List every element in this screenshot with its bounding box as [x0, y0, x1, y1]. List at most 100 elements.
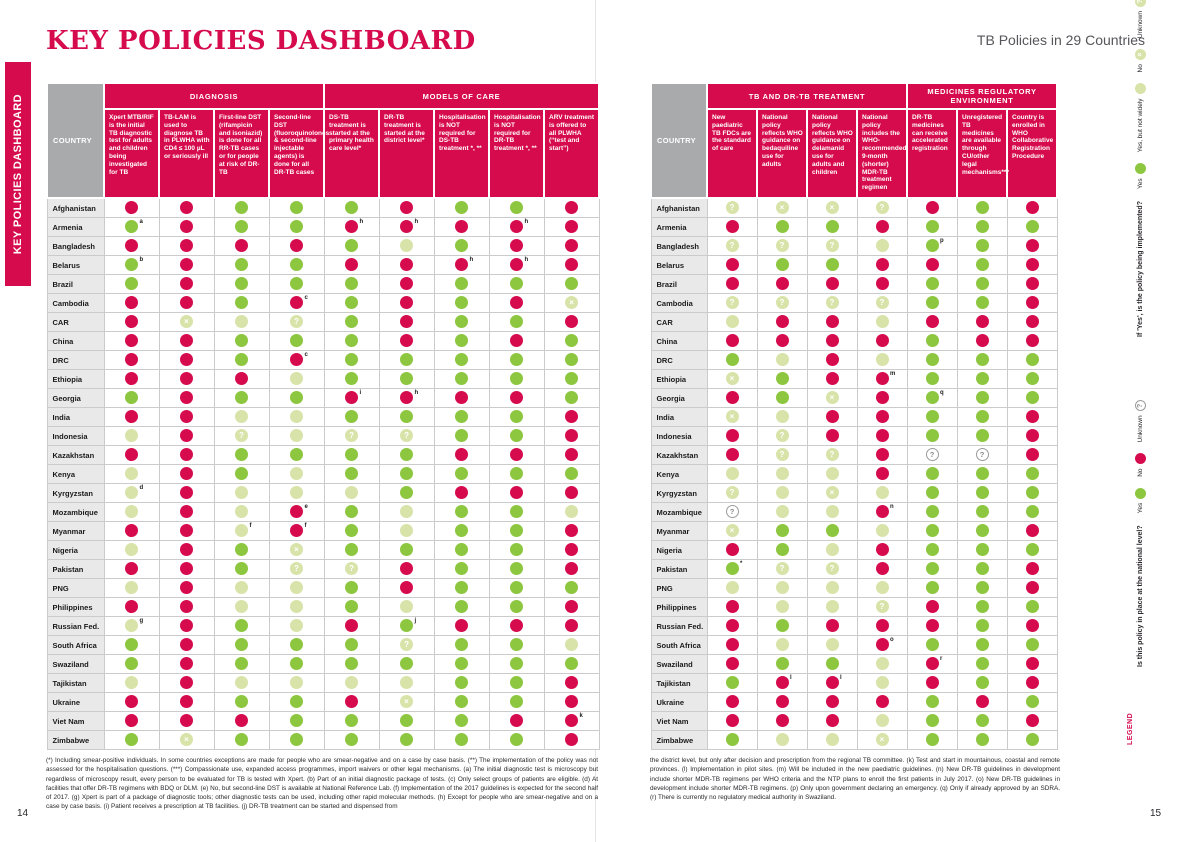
- dot-no: [345, 220, 359, 234]
- dot-no: [180, 277, 193, 291]
- policy-column-header: DS-TB treatment is started at the primar…: [323, 108, 381, 199]
- dot-yes: [1025, 695, 1039, 709]
- dot-no: [125, 296, 138, 310]
- country-label: Russian Fed.: [46, 616, 105, 636]
- dot-no: [875, 258, 889, 272]
- policy-cell: [268, 217, 325, 237]
- policy-cell: [488, 274, 545, 294]
- dot-yes: [400, 410, 414, 424]
- dot-no: [565, 562, 579, 576]
- country-label: Belarus: [46, 255, 105, 275]
- policy-cell: [433, 426, 490, 446]
- policy-cell: [956, 293, 1008, 313]
- policy-cell: [956, 616, 1008, 636]
- policy-cell: [543, 445, 600, 465]
- policy-cell: [856, 616, 908, 636]
- legend-item-label: Yes: [1136, 178, 1144, 190]
- dot-glyph: ?: [404, 430, 409, 440]
- dot-yes: [455, 277, 469, 291]
- policy-cell: [1006, 654, 1058, 674]
- dot-yes: [235, 296, 248, 310]
- policy-cell: [956, 673, 1008, 693]
- dot-yes: [455, 695, 469, 709]
- country-label: PNG: [46, 578, 105, 598]
- policy-cell: [158, 673, 215, 693]
- dot-yes: [455, 638, 469, 652]
- dot-yes: [345, 372, 359, 386]
- legend-item: Unknown?: [1134, 400, 1146, 442]
- policy-cell: [543, 521, 600, 541]
- policy-cell: [856, 445, 908, 465]
- dot-no: [825, 695, 839, 709]
- country-row: Ukraine ×: [46, 692, 600, 712]
- dot-no: [725, 277, 739, 291]
- policy-cell: [906, 540, 958, 560]
- dot-yes: [345, 714, 359, 728]
- dot-yes: [235, 695, 248, 709]
- policy-cell: [268, 711, 325, 731]
- dot-no: [925, 201, 939, 215]
- policy-cell: [433, 692, 490, 712]
- policy-cell: [378, 331, 435, 351]
- policy-cell: ×: [268, 540, 325, 560]
- policy-cell: [1006, 730, 1058, 750]
- policy-cell: [756, 654, 808, 674]
- dot-yes: [925, 467, 939, 481]
- dot-no: [1134, 453, 1146, 465]
- policy-cell: [543, 350, 600, 370]
- dot-yes: [725, 562, 739, 576]
- dot-yes: [235, 258, 248, 272]
- dot-implementation-unknown: ?: [290, 315, 303, 329]
- column-group-header: DIAGNOSIS: [102, 82, 326, 110]
- dot-no: [510, 239, 524, 253]
- dot-implementation-unknown: ?: [400, 638, 414, 652]
- dot-implementation-unknown: ?: [825, 562, 839, 576]
- policy-column-header: ARV treatment is offered to all PLWHA (“…: [543, 108, 601, 199]
- policy-cell: [103, 711, 160, 731]
- dot-no: [125, 714, 138, 728]
- policy-cell: [543, 616, 600, 636]
- dot-glyph: ?: [729, 240, 735, 250]
- dot-yes-not-widely: [875, 657, 889, 671]
- legend-item-label: Unknown: [1136, 11, 1144, 39]
- country-label: CAR: [46, 312, 105, 332]
- policy-cell: [268, 635, 325, 655]
- dot-yes-not-widely: [235, 505, 248, 519]
- dot-yes: [345, 296, 359, 310]
- dot-yes: [975, 600, 989, 614]
- policy-cell: [706, 635, 758, 655]
- dot-no: [180, 372, 193, 386]
- policy-cell: [323, 236, 380, 256]
- policy-cell: [856, 654, 908, 674]
- dot-yes: [725, 353, 739, 367]
- policy-cell: [956, 312, 1008, 332]
- policy-cell: [158, 255, 215, 275]
- policy-cell: ×: [806, 483, 858, 503]
- policy-cell: [806, 331, 858, 351]
- policy-cell: [323, 540, 380, 560]
- dot-no: [565, 543, 579, 557]
- dot-no: [925, 600, 939, 614]
- country-label: Pakistan: [46, 559, 105, 579]
- policy-cell: [323, 673, 380, 693]
- policy-cell: [956, 635, 1008, 655]
- policy-cell: [706, 445, 758, 465]
- dot-implementation-unknown: ?: [775, 239, 789, 253]
- dot-glyph: ?: [349, 430, 354, 440]
- dot-no: [510, 486, 524, 500]
- footnote-marker: k: [579, 713, 583, 719]
- country-label: Bangladesh: [650, 236, 708, 256]
- policy-cell: [213, 483, 270, 503]
- policy-cell: [756, 255, 808, 275]
- dot-yes: [290, 695, 303, 709]
- dot-implementation-unknown: ?: [345, 429, 359, 443]
- policy-cell: ?: [856, 197, 908, 218]
- policy-cell: [433, 331, 490, 351]
- dot-yes: [455, 296, 469, 310]
- dot-no: [1025, 334, 1039, 348]
- policy-cell: [543, 635, 600, 655]
- dot-yes: [925, 296, 939, 310]
- dot-no: [1025, 201, 1039, 215]
- policy-cell: [433, 654, 490, 674]
